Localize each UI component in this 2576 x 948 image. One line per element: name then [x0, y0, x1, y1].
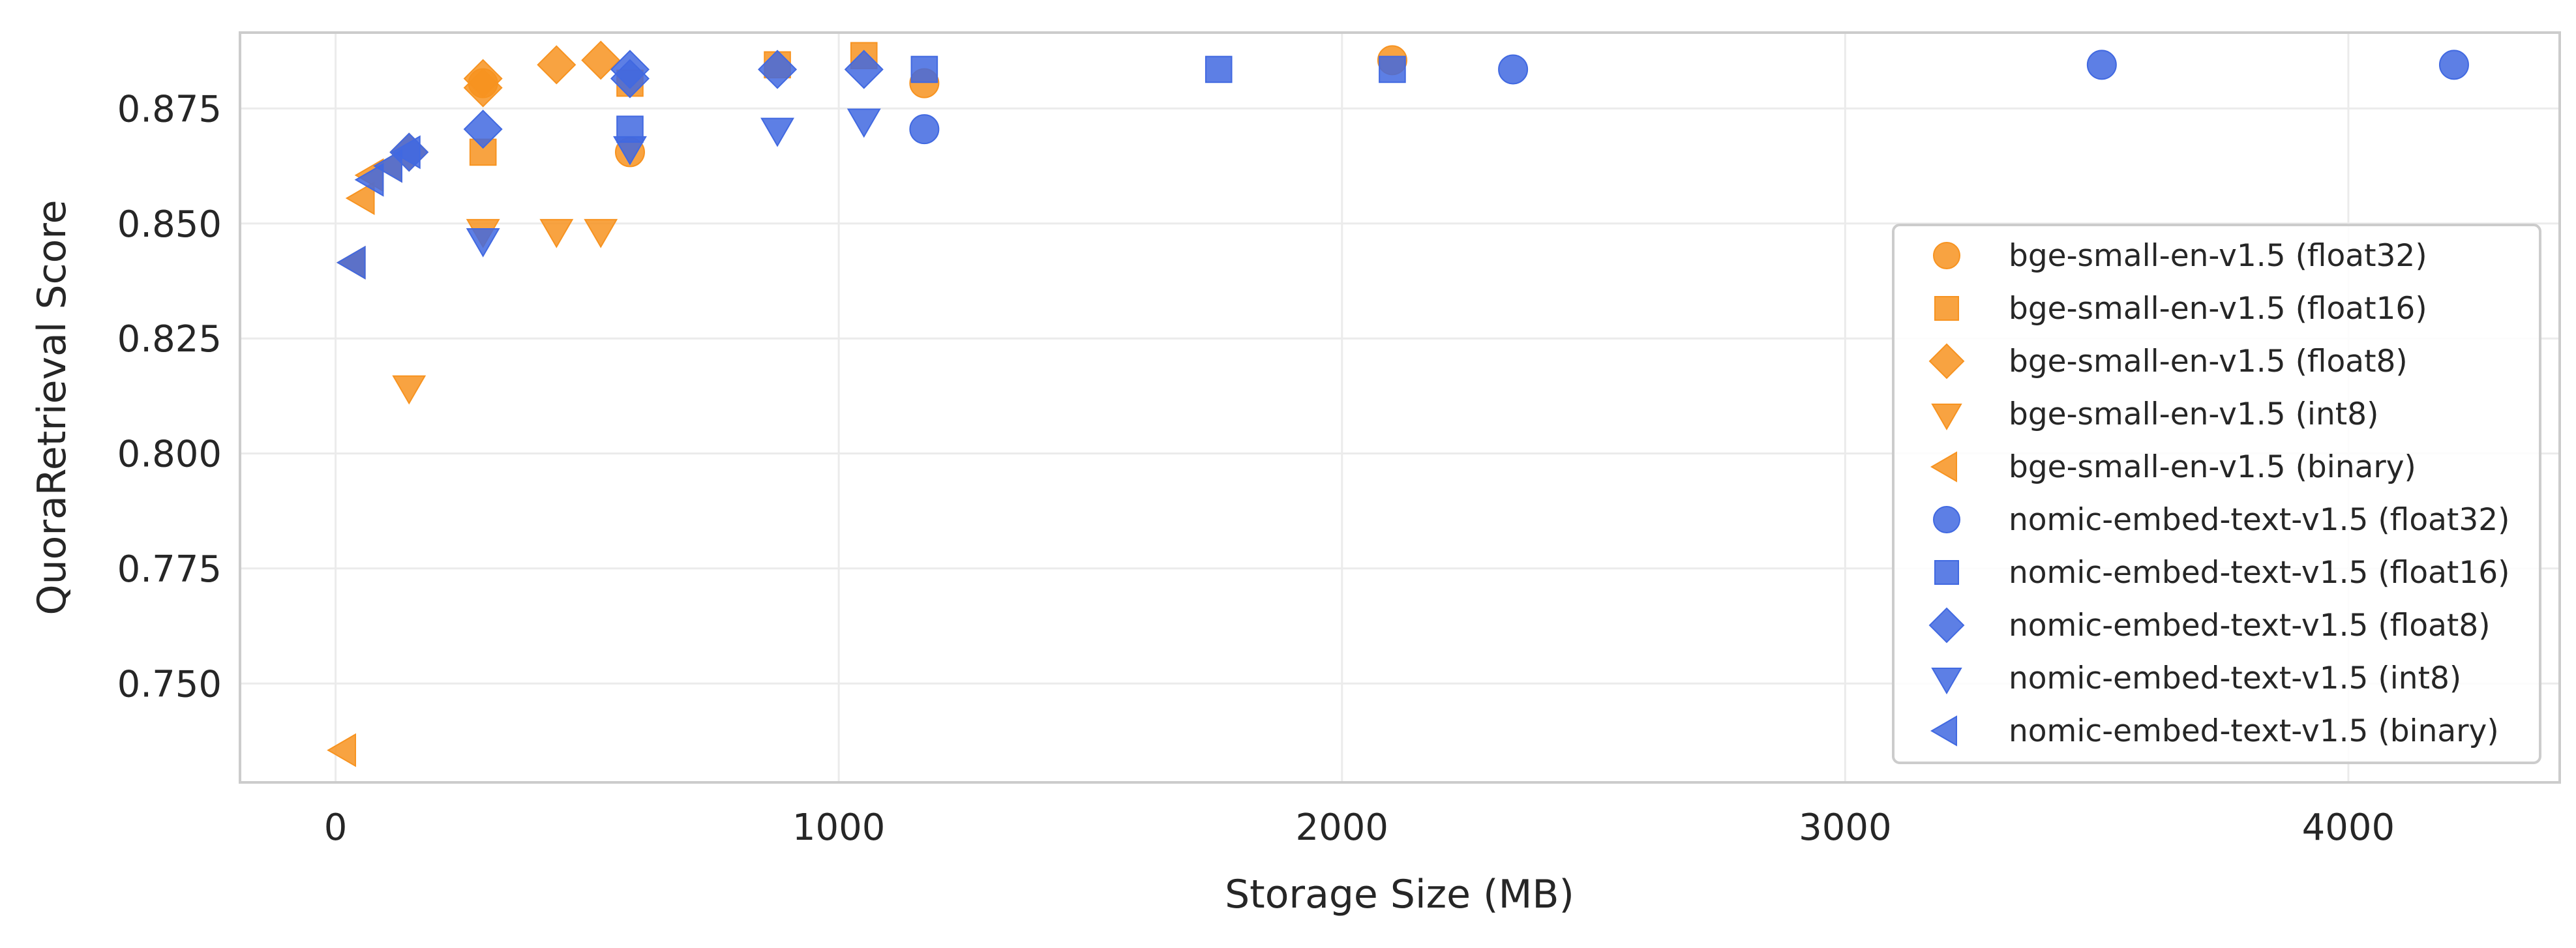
ticks: 0 1000 2000 3000 4000 0.750 0.775 0.800 0.825 0.8… — [117, 88, 2395, 849]
y-tick-label: 0.800 — [117, 434, 222, 476]
data-point — [844, 50, 884, 89]
legend-item: bge-small-en-v1.5 (float32) — [1933, 238, 2427, 274]
x-tick-label: 1000 — [792, 807, 886, 849]
series-3 — [392, 218, 618, 405]
data-point — [336, 245, 366, 280]
data-point — [463, 110, 503, 149]
data-point — [392, 375, 427, 405]
data-point — [1498, 54, 1529, 85]
data-point — [466, 228, 500, 258]
data-points — [327, 40, 2469, 767]
legend-label: nomic-embed-text-v1.5 (float16) — [2009, 555, 2509, 591]
series-4 — [327, 149, 402, 767]
legend-item: bge-small-en-v1.5 (int8) — [1931, 396, 2378, 432]
data-point — [463, 59, 503, 98]
y-axis-label: QuoraRetrieval Score — [29, 200, 75, 615]
x-tick-label: 4000 — [2302, 807, 2395, 849]
series-9 — [336, 135, 421, 280]
legend-marker — [1928, 343, 1965, 379]
legend-label: bge-small-en-v1.5 (float32) — [2009, 238, 2427, 274]
data-point — [1205, 55, 1233, 83]
legend-label: bge-small-en-v1.5 (float16) — [2009, 291, 2427, 327]
data-point — [846, 108, 881, 138]
x-tick-label: 0 — [324, 807, 348, 849]
legend-box — [1892, 224, 2541, 764]
legend-marker — [1934, 560, 1959, 585]
legend-marker — [1933, 506, 1960, 533]
series-1 — [469, 42, 878, 166]
data-point — [354, 162, 384, 197]
legend-item: bge-small-en-v1.5 (float16) — [1934, 291, 2427, 327]
data-point — [610, 50, 650, 89]
series-8 — [466, 108, 881, 258]
x-axis-label: Storage Size (MB) — [1225, 872, 1574, 917]
series-5 — [909, 50, 2469, 145]
legend-label: bge-small-en-v1.5 (float8) — [2009, 344, 2408, 379]
data-point — [581, 40, 621, 80]
legend-item: nomic-embed-text-v1.5 (int8) — [1931, 660, 2461, 696]
legend-marker — [1930, 715, 1957, 747]
legend-item: nomic-embed-text-v1.5 (float32) — [1933, 502, 2509, 538]
x-tick-label: 3000 — [1799, 807, 1892, 849]
legend-label: nomic-embed-text-v1.5 (binary) — [2009, 713, 2499, 749]
data-point — [327, 733, 356, 767]
data-point — [391, 135, 421, 170]
data-point — [760, 117, 794, 147]
legend-marker — [1931, 668, 1962, 694]
data-point — [909, 114, 940, 145]
legend-marker — [1928, 607, 1965, 644]
data-point — [910, 55, 938, 83]
legend-item: nomic-embed-text-v1.5 (float8) — [1928, 607, 2491, 644]
legend-item: nomic-embed-text-v1.5 (binary) — [1930, 713, 2499, 749]
legend-marker — [1930, 451, 1957, 482]
y-tick-label: 0.775 — [117, 548, 222, 591]
data-point — [1379, 55, 1406, 83]
legend-label: bge-small-en-v1.5 (binary) — [2009, 449, 2416, 485]
legend-label: nomic-embed-text-v1.5 (float8) — [2009, 608, 2491, 644]
legend: bge-small-en-v1.5 (float32) bge-small-en-… — [1892, 224, 2541, 764]
legend-item: bge-small-en-v1.5 (binary) — [1930, 449, 2416, 485]
y-tick-label: 0.850 — [117, 203, 222, 246]
legend-item: nomic-embed-text-v1.5 (float16) — [1934, 555, 2509, 591]
legend-label: nomic-embed-text-v1.5 (float32) — [2009, 502, 2509, 538]
legend-marker — [1931, 404, 1962, 430]
legend-item: bge-small-en-v1.5 (float8) — [1928, 343, 2408, 379]
data-point — [373, 149, 402, 183]
data-point — [2438, 50, 2469, 80]
legend-marker — [1934, 296, 1959, 321]
data-point — [584, 218, 618, 248]
legend-label: bge-small-en-v1.5 (int8) — [2009, 396, 2378, 432]
data-point — [758, 50, 798, 89]
series-6 — [616, 55, 1406, 143]
data-point — [2086, 50, 2117, 80]
legend-label: nomic-embed-text-v1.5 (int8) — [2009, 660, 2461, 696]
plot-frame — [239, 31, 2561, 784]
data-point — [537, 45, 577, 85]
legend-marker — [1933, 242, 1960, 269]
data-point — [539, 218, 574, 248]
y-tick-label: 0.825 — [117, 318, 222, 361]
data-point — [613, 136, 647, 166]
y-tick-label: 0.750 — [117, 663, 222, 705]
data-point — [345, 181, 375, 215]
y-tick-label: 0.875 — [117, 88, 222, 130]
x-tick-label: 2000 — [1296, 807, 1389, 849]
